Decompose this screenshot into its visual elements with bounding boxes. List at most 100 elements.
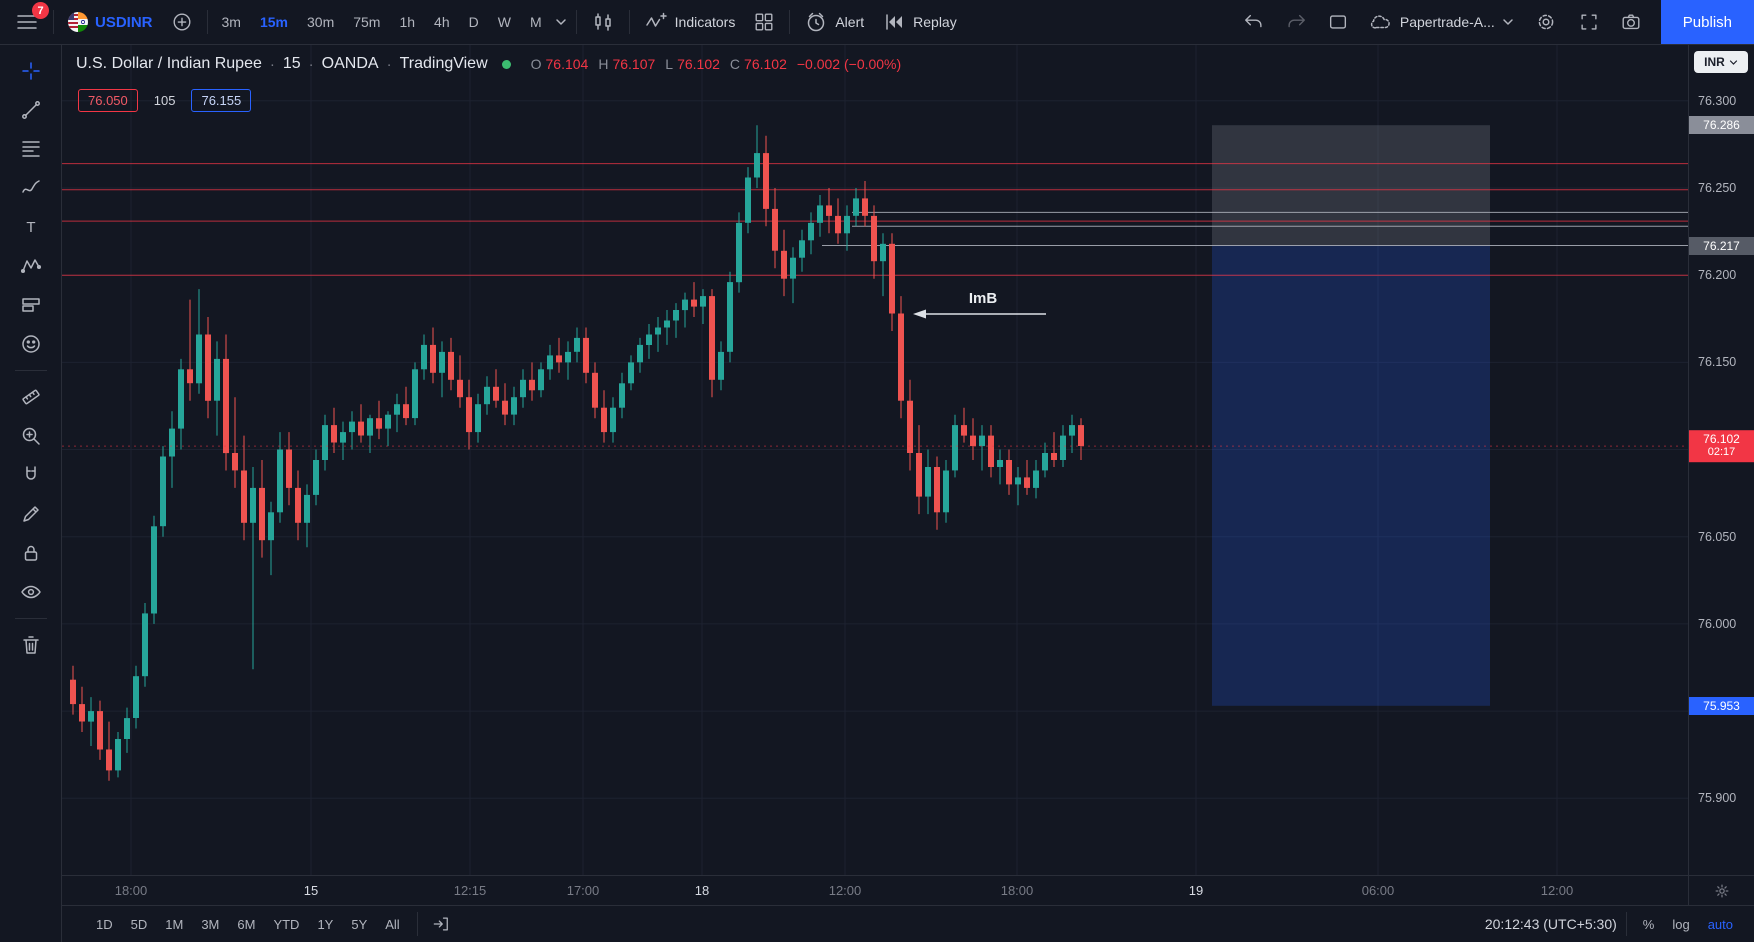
separator-dot: [270, 56, 275, 73]
main-menu-button[interactable]: 7: [6, 2, 49, 40]
replay-button[interactable]: Replay: [873, 4, 966, 40]
toolbar-right-group: Papertrade-A... Publish: [1234, 0, 1754, 44]
price-label: 75.900: [1698, 791, 1737, 806]
symbol-title[interactable]: U.S. Dollar / Indian Rupee: [76, 55, 262, 72]
position-projection-box[interactable]: [1212, 125, 1490, 706]
toolbar-separator: [416, 912, 418, 936]
cloud-save-button[interactable]: Papertrade-A...: [1360, 4, 1523, 40]
alert-price-tag-red[interactable]: 76.050: [78, 89, 138, 112]
timeframe-W[interactable]: W: [497, 14, 511, 30]
range-1y[interactable]: 1Y: [317, 916, 334, 932]
notification-badge: 7: [32, 2, 49, 19]
alert-price-tag-blue[interactable]: 76.155: [191, 89, 252, 112]
tag-count: 105: [153, 93, 176, 108]
fib-retracement-tool[interactable]: [11, 131, 51, 167]
chart-pane[interactable]: ImB U.S. Dollar / Indian Rupee 15 OANDA …: [62, 45, 1688, 875]
pattern-tool[interactable]: [11, 248, 51, 284]
drawing-toolbar: T: [0, 45, 62, 942]
time-label: 18:00: [114, 883, 148, 898]
candlestick-chart[interactable]: ImB: [62, 45, 1688, 875]
currency-selector[interactable]: INR: [1694, 51, 1748, 73]
redo-button[interactable]: [1276, 5, 1316, 39]
settings-button[interactable]: [1525, 4, 1567, 40]
layout-button[interactable]: [1318, 5, 1358, 39]
range-6m[interactable]: 6M: [237, 916, 256, 932]
add-symbol-button[interactable]: [162, 5, 202, 39]
alert-button[interactable]: Alert: [795, 4, 873, 40]
candles-layer: [70, 125, 1084, 781]
timeframe-15m[interactable]: 15m: [259, 14, 288, 30]
crosshair-tool[interactable]: [11, 53, 51, 89]
chart-row: ImB U.S. Dollar / Indian Rupee 15 OANDA …: [62, 45, 1754, 875]
projection-tool[interactable]: [11, 287, 51, 323]
time-axis[interactable]: 18:00 15 12:15 17:00 18 12:00 18:00 19 06:00 12:0…: [62, 876, 1688, 905]
time-label: 17:00: [566, 883, 600, 898]
log-scale-button[interactable]: log: [1672, 916, 1690, 932]
timeframe-4h[interactable]: 4h: [434, 14, 450, 30]
magnet-icon: [25, 466, 36, 480]
close-label: C: [729, 56, 741, 72]
time-axis-row: 18:00 15 12:15 17:00 18 12:00 18:00 19 06:00 12:0…: [62, 875, 1754, 905]
open-value: 76.104: [545, 56, 589, 72]
timeframe-3m[interactable]: 3m: [221, 14, 241, 30]
magnet-tool[interactable]: [11, 457, 51, 493]
toolbar-separator: [1625, 912, 1627, 936]
ruler-tool[interactable]: [11, 379, 51, 415]
emoji-tool[interactable]: [11, 326, 51, 362]
undo-button[interactable]: [1234, 5, 1274, 39]
range-3m[interactable]: 3M: [201, 916, 220, 932]
fib-retracement-icon: [21, 141, 40, 157]
indicators-button[interactable]: Indicators: [635, 4, 745, 40]
draw-tool[interactable]: [11, 496, 51, 532]
layout-grid-button[interactable]: [744, 5, 784, 39]
timeframe-M[interactable]: M: [529, 14, 542, 30]
text-tool[interactable]: T: [11, 209, 51, 245]
timeframe-D[interactable]: D: [468, 14, 479, 30]
range-all[interactable]: All: [385, 916, 400, 932]
redo-icon: [1288, 14, 1305, 28]
trend-line-icon: [21, 101, 40, 119]
zoom-in-tool[interactable]: [11, 418, 51, 454]
timeframe-75m[interactable]: 75m: [353, 14, 381, 30]
percent-scale-button[interactable]: %: [1642, 916, 1655, 932]
trend-line-tool[interactable]: [11, 92, 51, 128]
text-icon: T: [26, 219, 35, 236]
level-lines[interactable]: [822, 211, 1688, 246]
timeframe-group: 3m 15m 30m 75m 1h 4h D W M: [213, 8, 551, 36]
range-1m[interactable]: 1M: [165, 916, 184, 932]
date-range-group: 1D 5D 1M 3M 6M YTD 1Y 5Y All: [88, 913, 408, 936]
timeframe-1h[interactable]: 1h: [399, 14, 416, 30]
layout-square-icon: [1329, 15, 1346, 29]
chart-style-button[interactable]: [582, 4, 624, 40]
market-status-dot[interactable]: [501, 59, 511, 69]
sun-settings-icon: [1715, 884, 1728, 897]
fullscreen-button[interactable]: [1569, 5, 1609, 39]
price-label: 76.050: [1698, 529, 1737, 544]
timeframe-30m[interactable]: 30m: [307, 14, 335, 30]
brush-tool[interactable]: [11, 170, 51, 206]
chart-legend: U.S. Dollar / Indian Rupee 15 OANDA Trad…: [76, 55, 901, 73]
price-tag-entry: 76.217: [1689, 236, 1754, 255]
hide-tool[interactable]: [11, 574, 51, 610]
remove-tool[interactable]: [11, 627, 51, 663]
xabcd-pattern-icon: [20, 259, 41, 274]
range-1d[interactable]: 1D: [96, 916, 113, 932]
timeframe-menu-chevron[interactable]: [551, 10, 571, 34]
fullscreen-icon: [1581, 14, 1597, 30]
range-5d[interactable]: 5D: [130, 916, 148, 932]
publish-button[interactable]: Publish: [1660, 0, 1754, 44]
imb-annotation[interactable]: ImB: [913, 290, 1046, 319]
axis-settings-button[interactable]: [1688, 876, 1754, 905]
price-scale[interactable]: INR 76.300 76.250 76.200 76.150 76.050 76.000…: [1688, 45, 1754, 875]
goto-date-button[interactable]: [427, 908, 455, 940]
range-5y[interactable]: 5Y: [351, 916, 368, 932]
symbol-search-button[interactable]: USDINR: [59, 6, 162, 38]
lock-tool[interactable]: [11, 535, 51, 571]
projection-icon: [21, 298, 40, 312]
interval-label[interactable]: 15: [282, 55, 301, 72]
clock[interactable]: 20:12:43 (UTC+5:30): [1484, 916, 1617, 932]
cloud-sync-icon: [1370, 15, 1390, 29]
range-ytd[interactable]: YTD: [273, 916, 300, 932]
screenshot-button[interactable]: [1611, 5, 1651, 39]
auto-scale-button[interactable]: auto: [1707, 916, 1733, 932]
